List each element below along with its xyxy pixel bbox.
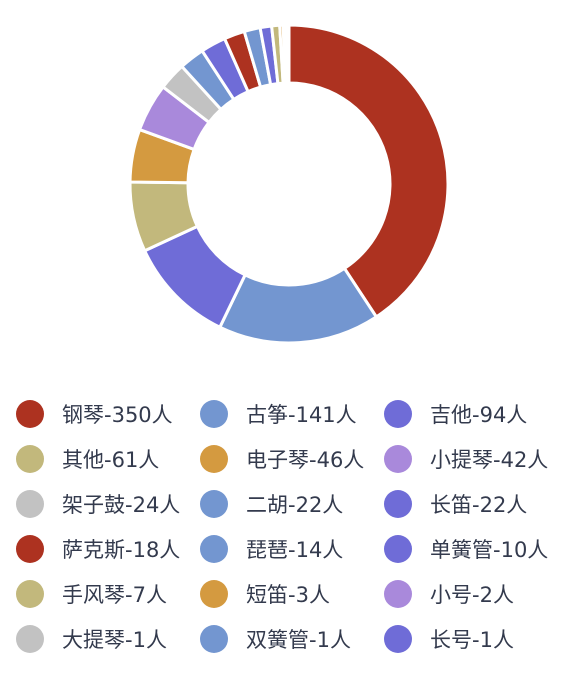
legend-swatch-icon — [200, 580, 228, 608]
legend-label: 吉他-94人 — [430, 403, 528, 427]
legend-item[interactable]: 架子鼓-24人 — [16, 482, 180, 526]
legend-swatch-icon — [16, 490, 44, 518]
legend-item[interactable]: 古筝-141人 — [200, 392, 357, 436]
legend-item[interactable]: 其他-61人 — [16, 437, 159, 481]
legend-label: 架子鼓-24人 — [62, 493, 181, 517]
legend-swatch-icon — [200, 625, 228, 653]
legend-label: 小提琴-42人 — [430, 448, 549, 472]
legend-item[interactable]: 钢琴-350人 — [16, 392, 173, 436]
legend-item[interactable]: 双簧管-1人 — [200, 617, 351, 661]
legend-item[interactable]: 短笛-3人 — [200, 572, 330, 616]
donut-chart — [128, 23, 450, 345]
legend-swatch-icon — [200, 535, 228, 563]
legend-label: 手风琴-7人 — [62, 583, 167, 607]
legend-row: 其他-61人 电子琴-46人 小提琴-42人 — [0, 437, 566, 481]
legend-row: 手风琴-7人 短笛-3人 小号-2人 — [0, 572, 566, 616]
legend-label: 大提琴-1人 — [62, 628, 167, 652]
legend-item[interactable]: 单簧管-10人 — [384, 527, 548, 571]
legend-label: 长号-1人 — [430, 628, 514, 652]
legend-swatch-icon — [16, 580, 44, 608]
legend-row: 萨克斯-18人 琵琶-14人 单簧管-10人 — [0, 527, 566, 571]
legend-swatch-icon — [16, 625, 44, 653]
legend-swatch-icon — [16, 535, 44, 563]
legend-label: 双簧管-1人 — [246, 628, 351, 652]
legend-item[interactable]: 手风琴-7人 — [16, 572, 167, 616]
legend-item[interactable]: 琵琶-14人 — [200, 527, 343, 571]
chart-legend: 钢琴-350人 古筝-141人 吉他-94人其他-61人 电子琴-46人 小提琴-42人… — [0, 392, 566, 672]
legend-item[interactable]: 二胡-22人 — [200, 482, 343, 526]
legend-label: 二胡-22人 — [246, 493, 344, 517]
legend-item[interactable]: 大提琴-1人 — [16, 617, 167, 661]
legend-swatch-icon — [200, 400, 228, 428]
legend-item[interactable]: 小提琴-42人 — [384, 437, 548, 481]
legend-swatch-icon — [384, 625, 412, 653]
legend-swatch-icon — [384, 445, 412, 473]
legend-swatch-icon — [384, 535, 412, 563]
legend-swatch-icon — [384, 580, 412, 608]
legend-label: 琵琶-14人 — [246, 538, 344, 562]
legend-row: 钢琴-350人 古筝-141人 吉他-94人 — [0, 392, 566, 436]
donut-slice-17[interactable] — [286, 23, 291, 85]
donut-slice-0[interactable] — [287, 23, 450, 319]
legend-item[interactable]: 长笛-22人 — [384, 482, 527, 526]
legend-item[interactable]: 电子琴-46人 — [200, 437, 364, 481]
legend-row: 大提琴-1人 双簧管-1人 长号-1人 — [0, 617, 566, 661]
legend-swatch-icon — [16, 445, 44, 473]
legend-label: 长笛-22人 — [430, 493, 528, 517]
legend-label: 古筝-141人 — [246, 403, 357, 427]
legend-swatch-icon — [200, 490, 228, 518]
legend-label: 萨克斯-18人 — [62, 538, 181, 562]
legend-label: 电子琴-46人 — [246, 448, 365, 472]
legend-label: 其他-61人 — [62, 448, 160, 472]
legend-item[interactable]: 长号-1人 — [384, 617, 514, 661]
legend-label: 小号-2人 — [430, 583, 514, 607]
legend-row: 架子鼓-24人 二胡-22人 长笛-22人 — [0, 482, 566, 526]
legend-swatch-icon — [384, 490, 412, 518]
legend-label: 短笛-3人 — [246, 583, 330, 607]
legend-item[interactable]: 萨克斯-18人 — [16, 527, 180, 571]
legend-swatch-icon — [200, 445, 228, 473]
legend-swatch-icon — [384, 400, 412, 428]
legend-swatch-icon — [16, 400, 44, 428]
legend-item[interactable]: 小号-2人 — [384, 572, 514, 616]
legend-label: 单簧管-10人 — [430, 538, 549, 562]
legend-item[interactable]: 吉他-94人 — [384, 392, 527, 436]
legend-label: 钢琴-350人 — [62, 403, 173, 427]
